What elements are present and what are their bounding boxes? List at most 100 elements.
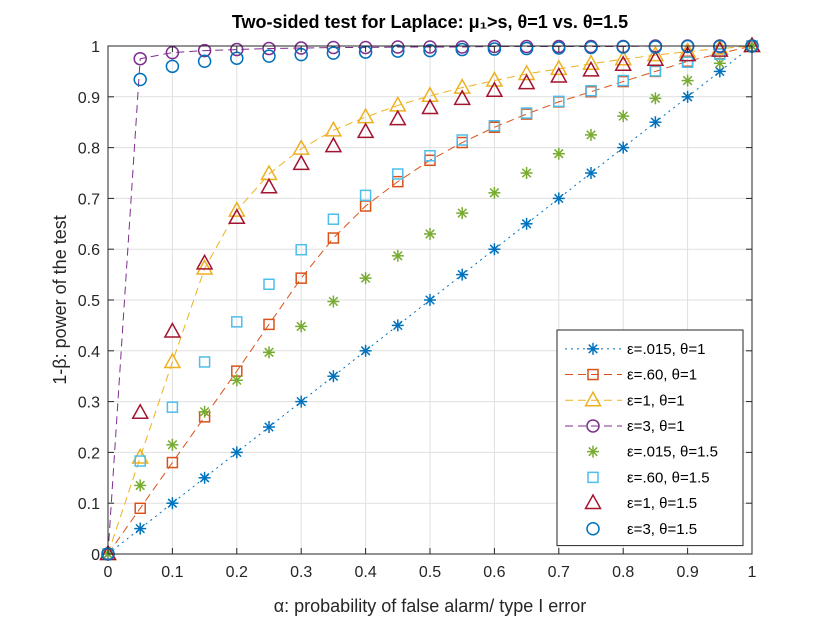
data-point xyxy=(485,70,504,87)
x-tick-label: 0.8 xyxy=(612,564,634,581)
data-point xyxy=(166,438,179,451)
data-point xyxy=(617,74,629,87)
y-tick-label: 0.6 xyxy=(78,242,100,259)
data-point xyxy=(711,38,729,55)
data-point xyxy=(263,318,275,331)
legend-marker xyxy=(587,445,599,458)
data-point xyxy=(455,42,469,57)
legend-marker xyxy=(584,493,602,510)
asterisk-stroke xyxy=(682,92,693,102)
asterisk-stroke xyxy=(328,371,339,381)
asterisk-stroke xyxy=(715,66,725,77)
data-point xyxy=(263,278,275,291)
data-point xyxy=(359,272,372,285)
x-tick-label: 1 xyxy=(748,564,757,581)
data-point xyxy=(391,249,404,262)
data-point xyxy=(424,294,436,306)
data-point xyxy=(262,41,276,56)
data-point xyxy=(195,258,214,275)
asterisk-stroke xyxy=(521,219,532,229)
data-point xyxy=(453,89,471,106)
legend-marker xyxy=(587,368,599,381)
data-point xyxy=(520,167,533,179)
data-point xyxy=(292,154,310,171)
data-point xyxy=(392,175,404,188)
data-point xyxy=(295,243,307,256)
y-tick-label: 0.8 xyxy=(78,141,100,158)
data-point xyxy=(195,253,214,270)
asterisk-stroke xyxy=(457,269,467,280)
legend-entry: ε=1, θ=1.5 xyxy=(584,493,697,512)
data-point xyxy=(295,272,307,284)
data-point xyxy=(263,346,275,359)
data-point xyxy=(678,45,697,62)
data-point xyxy=(294,41,308,55)
data-point xyxy=(680,39,695,54)
data-point xyxy=(263,421,275,433)
x-tick-label: 0.3 xyxy=(290,564,312,581)
data-point xyxy=(197,43,212,58)
asterisk-stroke xyxy=(393,320,403,331)
asterisk-stroke xyxy=(135,523,145,534)
asterisk-stroke xyxy=(296,321,306,332)
asterisk-stroke xyxy=(682,75,693,86)
y-axis-label: 1-β: power of the test xyxy=(50,215,70,384)
data-point xyxy=(649,116,662,129)
plot-series xyxy=(99,36,761,561)
data-point xyxy=(389,95,407,112)
legend-label: ε=.015, θ=1 xyxy=(627,341,705,358)
data-point xyxy=(456,207,469,220)
data-point xyxy=(295,395,308,408)
x-tick-label: 0.7 xyxy=(548,564,570,581)
x-tick-label: 0.5 xyxy=(419,564,441,581)
legend-marker xyxy=(587,342,599,355)
y-tick-label: 0.9 xyxy=(78,90,100,107)
data-point xyxy=(585,128,597,141)
x-tick-label: 0 xyxy=(104,564,113,581)
legend-entry: ε=1, θ=1 xyxy=(565,390,685,409)
data-point xyxy=(198,405,211,418)
asterisk-stroke xyxy=(586,168,596,178)
data-point xyxy=(198,471,211,484)
legend-label: ε=.015, θ=1.5 xyxy=(627,444,718,461)
data-point xyxy=(230,51,244,65)
data-point xyxy=(487,42,502,56)
data-point xyxy=(614,49,632,66)
data-point xyxy=(324,136,343,153)
data-point xyxy=(424,149,436,162)
asterisk-stroke xyxy=(425,295,435,305)
data-point xyxy=(424,227,436,240)
data-point xyxy=(552,41,566,55)
data-point xyxy=(616,40,630,54)
data-point xyxy=(292,139,310,155)
data-point xyxy=(359,344,372,357)
legend-label: ε=1, θ=1 xyxy=(627,392,685,409)
legend-entry: ε=.60, θ=1 xyxy=(565,367,697,384)
asterisk-stroke xyxy=(232,447,242,458)
data-point xyxy=(358,40,373,55)
legend-label: ε=3, θ=1.5 xyxy=(627,521,697,538)
asterisk-stroke xyxy=(489,188,500,198)
y-tick-label: 1 xyxy=(91,39,100,56)
data-point xyxy=(553,95,565,108)
data-point xyxy=(262,49,276,63)
asterisk-stroke xyxy=(489,244,500,254)
asterisk-stroke xyxy=(457,208,467,218)
x-tick-label: 0.9 xyxy=(676,564,698,581)
data-point xyxy=(166,401,179,413)
data-point xyxy=(488,120,501,132)
data-point xyxy=(614,55,632,72)
data-point xyxy=(517,64,536,81)
data-point xyxy=(584,40,598,55)
legend: ε=.015, θ=1 ε=.60, θ=1 ε=1, θ=1 ε=3, θ=1 ε=.… xyxy=(556,329,744,547)
data-point xyxy=(295,320,308,333)
data-point xyxy=(230,42,244,57)
asterisk-stroke xyxy=(554,148,564,159)
y-tick-label: 0.1 xyxy=(78,496,100,513)
legend-box xyxy=(556,329,744,547)
asterisk-stroke xyxy=(588,446,598,457)
data-point xyxy=(327,213,340,225)
asterisk-stroke xyxy=(264,347,274,358)
asterisk-stroke xyxy=(715,58,725,69)
legend-entry: ε=3, θ=1.5 xyxy=(586,521,697,538)
